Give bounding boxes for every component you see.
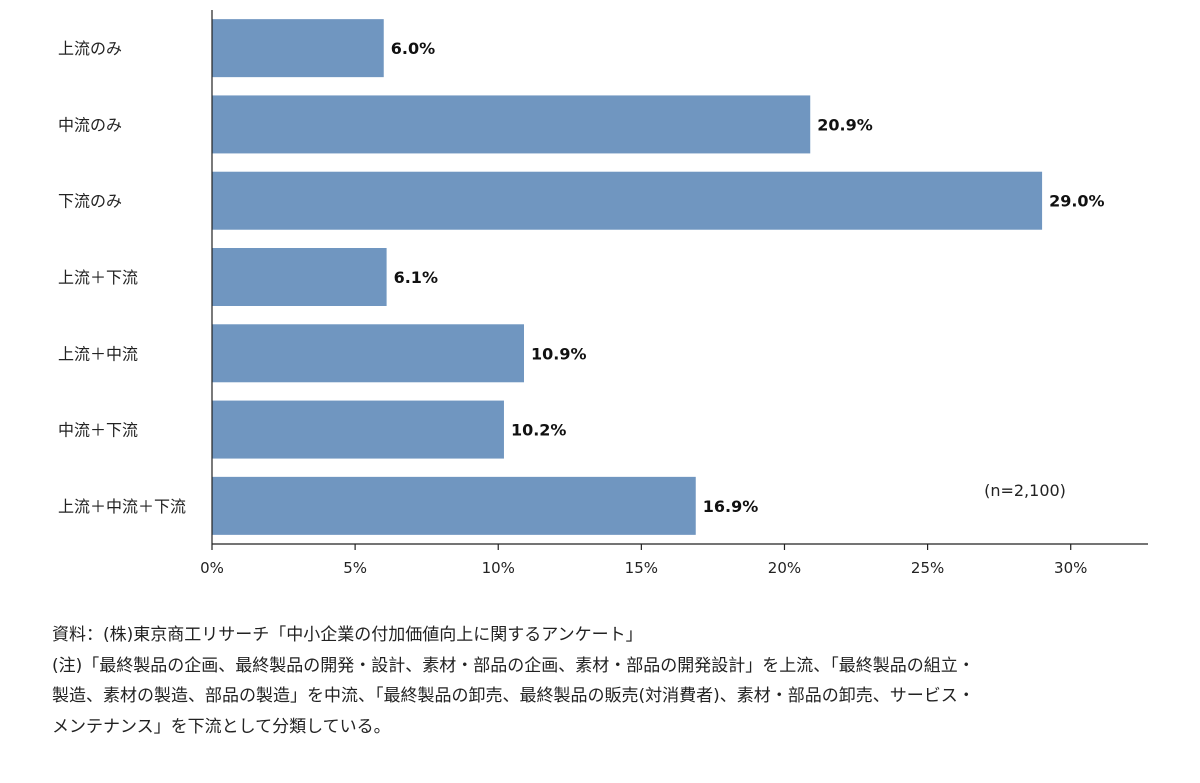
value-labels: 6.0% 20.9% 29.0% 6.1% 10.9% 10.2% 16.9% bbox=[391, 39, 1105, 516]
x-tick-label: 15% bbox=[625, 559, 658, 577]
value-label: 29.0% bbox=[1049, 192, 1105, 211]
bars-group bbox=[212, 19, 1043, 535]
x-tick-label: 30% bbox=[1054, 559, 1087, 577]
x-tick-label: 25% bbox=[911, 559, 944, 577]
category-label: 上流のみ bbox=[58, 39, 122, 58]
value-label: 6.0% bbox=[391, 39, 435, 58]
value-label: 20.9% bbox=[817, 115, 873, 134]
value-label: 6.1% bbox=[394, 268, 438, 287]
x-tick-label: 5% bbox=[343, 559, 367, 577]
note-line-1: (注)「最終製品の企画、最終製品の開発・設計、素材・部品の企画、素材・部品の開発… bbox=[52, 655, 975, 676]
bar-4 bbox=[212, 248, 387, 306]
bar-2 bbox=[212, 95, 811, 154]
bar-1 bbox=[212, 19, 384, 78]
category-label: 下流のみ bbox=[58, 192, 122, 211]
bar-6 bbox=[212, 400, 504, 459]
category-label: 中流のみ bbox=[58, 115, 122, 134]
category-label: 上流＋中流＋下流 bbox=[58, 497, 186, 516]
value-label: 10.9% bbox=[531, 344, 587, 363]
x-axis-ticks: 0% 5% 10% 15% 20% 25% 30% bbox=[200, 544, 1087, 577]
x-tick-label: 0% bbox=[200, 559, 224, 577]
bar-7 bbox=[212, 476, 696, 535]
note-line-3: メンテナンス」を下流として分類している。 bbox=[52, 716, 391, 737]
value-label: 16.9% bbox=[703, 497, 759, 516]
bar-3 bbox=[212, 171, 1043, 230]
category-label: 中流＋下流 bbox=[58, 421, 138, 440]
bar-5 bbox=[212, 324, 524, 383]
chart-notes: 資料：(株)東京商工リサーチ「中小企業の付加価値向上に関するアンケート」 (注)… bbox=[52, 620, 1172, 742]
source-note: 資料：(株)東京商工リサーチ「中小企業の付加価値向上に関するアンケート」 bbox=[52, 625, 643, 645]
note-line-2: 製造、素材の製造、部品の製造」を中流、「最終製品の卸売、最終製品の販売(対消費者… bbox=[52, 686, 975, 706]
category-label: 上流＋中流 bbox=[58, 344, 138, 363]
sample-size-annotation: (n=2,100) bbox=[984, 481, 1066, 500]
category-label: 上流＋下流 bbox=[58, 268, 138, 287]
x-tick-label: 10% bbox=[482, 559, 515, 577]
x-tick-label: 20% bbox=[768, 559, 801, 577]
value-label: 10.2% bbox=[511, 421, 567, 440]
